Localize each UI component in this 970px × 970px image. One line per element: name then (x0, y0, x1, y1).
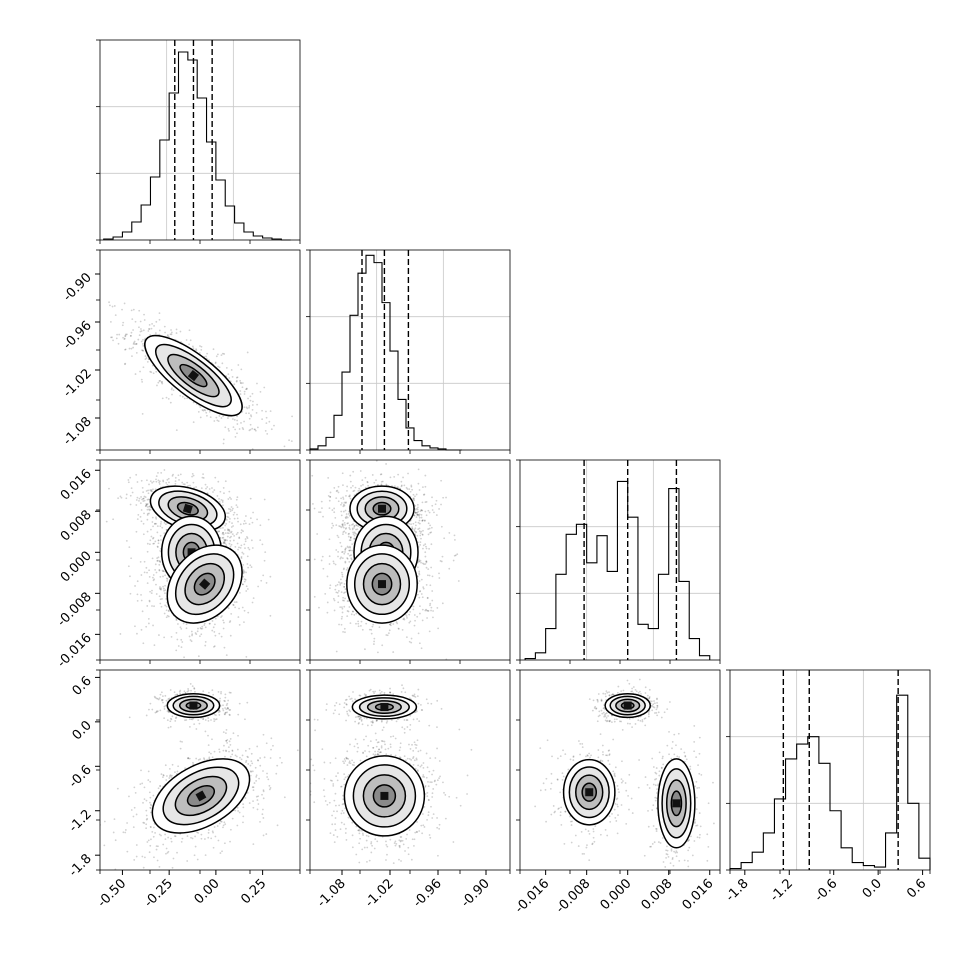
density-component-0 (144, 334, 243, 417)
y-tick-label: -0.90 (60, 270, 94, 304)
x-tick-label: -1.8 (723, 876, 752, 905)
density-peak (187, 369, 200, 382)
density-component-0 (166, 692, 221, 719)
density-component-1 (151, 758, 251, 834)
y-tick-label: 0.6 (70, 674, 95, 699)
density-peak (623, 701, 632, 710)
y-tick-label: 0.008 (58, 508, 95, 545)
density-peak (585, 788, 594, 797)
x-tick-label: 0.25 (238, 876, 269, 907)
density-panel-1-0 (96, 249, 301, 454)
histogram-step-1 (309, 254, 462, 451)
x-tick-label: 0.0 (860, 876, 885, 901)
density-component-0 (351, 694, 418, 720)
density-component-2 (166, 544, 243, 624)
density-peak (380, 703, 389, 712)
x-tick-label: 0.016 (680, 876, 717, 913)
density-peak (378, 504, 386, 513)
density-component-1 (562, 758, 616, 826)
density-panel-2-0 (96, 459, 301, 664)
density-peak (378, 580, 386, 589)
x-tick-label: -1.08 (314, 876, 348, 910)
y-tick-label: -0.016 (55, 631, 95, 671)
density-panel-2-1 (306, 459, 511, 664)
density-peak (380, 791, 389, 800)
density-peak (672, 799, 681, 808)
density-component-1 (343, 755, 426, 837)
x-tick-label: -1.02 (362, 876, 396, 910)
y-tick-label: -1.08 (60, 414, 94, 448)
y-tick-label: -0.008 (55, 590, 95, 630)
x-tick-label: -0.90 (458, 876, 492, 910)
y-tick-label: 0.0 (70, 718, 95, 743)
histogram-panel-3 (726, 669, 931, 874)
y-tick-label: -0.96 (60, 318, 94, 352)
y-tick-label: -1.2 (66, 807, 95, 836)
histogram-panel-1 (306, 249, 511, 454)
density-peak (189, 701, 198, 710)
x-tick-label: -0.96 (410, 876, 444, 910)
density-peak (195, 790, 207, 802)
y-tick-label: 0.000 (58, 549, 95, 586)
density-peak (199, 578, 211, 590)
histogram-panel-2 (516, 459, 721, 664)
density-component-0 (604, 692, 652, 719)
histogram-step-2 (524, 480, 711, 660)
density-panel-3-2 (516, 669, 721, 874)
histogram-step-3 (729, 694, 931, 870)
histogram-step-0 (103, 51, 291, 241)
y-tick-label: -1.02 (60, 366, 94, 400)
density-component-2 (657, 758, 696, 849)
x-tick-label: -0.008 (553, 876, 593, 916)
x-tick-label: -0.6 (812, 876, 841, 905)
density-component-2 (346, 544, 418, 624)
x-tick-label: 0.6 (904, 876, 929, 901)
x-tick-label: -0.016 (512, 876, 552, 916)
x-tick-label: -0.50 (95, 876, 129, 910)
y-tick-label: -1.8 (66, 851, 95, 880)
density-panel-3-0 (96, 669, 301, 874)
density-panel-3-1 (306, 669, 511, 874)
density-peak (182, 503, 193, 514)
x-tick-label: -1.2 (768, 876, 797, 905)
y-tick-label: -0.6 (66, 763, 95, 792)
density-component-0 (149, 485, 226, 533)
y-tick-label: 0.016 (58, 466, 95, 503)
x-tick-label: -0.25 (142, 876, 176, 910)
x-tick-label: 0.000 (598, 876, 635, 913)
x-tick-label: 0.00 (192, 876, 223, 907)
x-tick-label: 0.008 (639, 876, 676, 913)
histogram-panel-0 (96, 39, 301, 244)
